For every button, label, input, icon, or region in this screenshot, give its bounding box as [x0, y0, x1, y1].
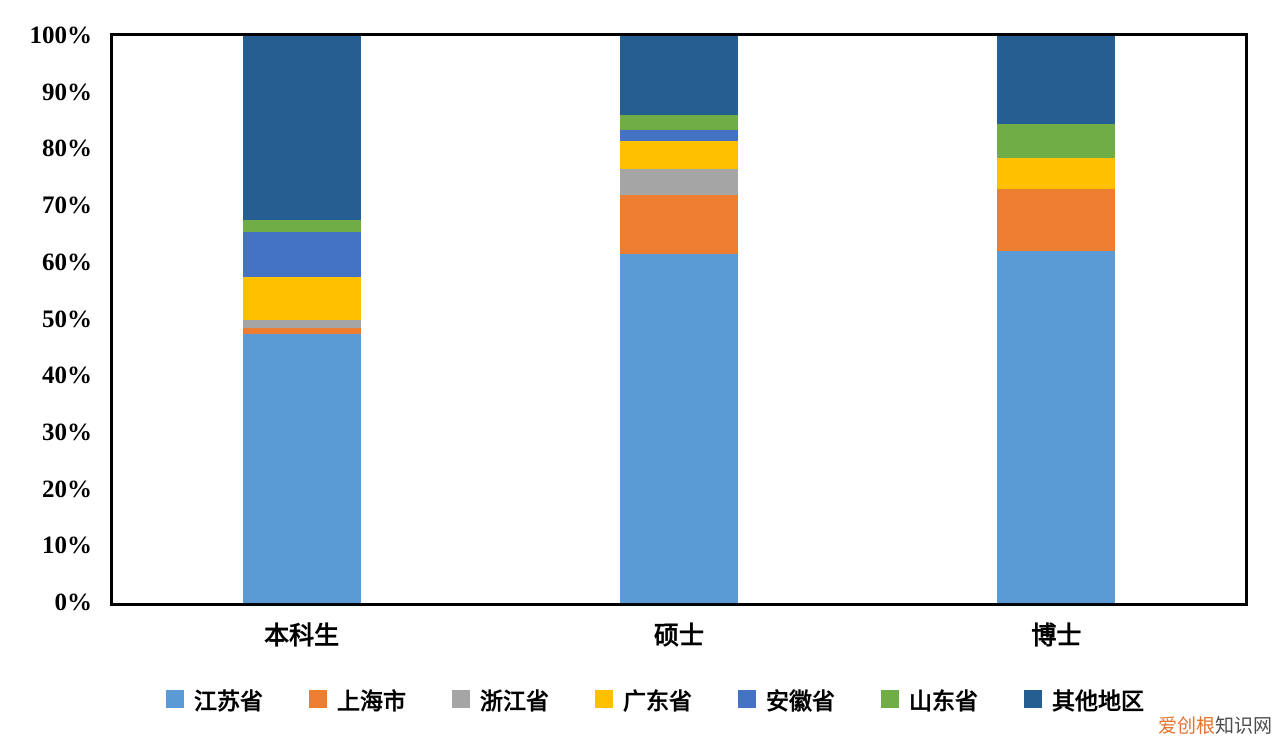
bar-segment — [997, 189, 1116, 252]
watermark-primary: 爱创根 — [1157, 716, 1215, 737]
bar-segment — [997, 123, 1116, 158]
y-tick-label: 90% — [42, 78, 92, 106]
legend-item: 浙江省 — [452, 682, 549, 716]
legend-label: 山东省 — [909, 689, 978, 714]
watermark: 爱创根知识网 — [1158, 711, 1272, 738]
watermark-secondary: 知识网 — [1214, 716, 1272, 737]
legend-swatch-icon — [166, 690, 184, 708]
bar-segment — [620, 194, 738, 255]
y-tick-label: 60% — [42, 248, 92, 276]
bar-segment — [242, 328, 361, 334]
legend-swatch-icon — [881, 690, 899, 708]
bar-segment — [620, 115, 738, 130]
bar-segment — [620, 254, 738, 603]
legend-item: 其他地区 — [1024, 682, 1144, 716]
y-tick-label: 80% — [42, 135, 92, 163]
plot-area — [110, 33, 1248, 606]
bar-segment — [620, 36, 738, 116]
legend: 江苏省 上海市 浙江省 广东省 安徽省 山东省 其他地区 — [166, 682, 1144, 716]
legend-swatch-icon — [309, 690, 327, 708]
y-tick-label: 0% — [54, 589, 93, 616]
x-category-label: 硕士 — [653, 623, 705, 650]
legend-item: 江苏省 — [166, 682, 263, 716]
legend-label: 安徽省 — [766, 689, 835, 714]
legend-item: 广东省 — [595, 682, 692, 716]
y-tick-label: 10% — [42, 532, 92, 560]
y-tick-label: 50% — [42, 305, 92, 333]
legend-swatch-icon — [1024, 690, 1042, 708]
bar-segment — [242, 333, 361, 603]
legend-label: 江苏省 — [194, 689, 263, 714]
bar-segment — [997, 157, 1116, 190]
legend-label: 浙江省 — [480, 689, 549, 714]
y-tick-label: 30% — [42, 418, 92, 446]
bar-segment — [242, 319, 361, 329]
stacked-bar-2 — [620, 36, 738, 603]
legend-swatch-icon — [738, 690, 756, 708]
bar-segment — [997, 36, 1116, 124]
bar-segment — [620, 140, 738, 170]
bar-segment — [620, 169, 738, 195]
y-tick-label: 40% — [42, 362, 92, 390]
legend-item: 山东省 — [881, 682, 978, 716]
bar-segment — [242, 220, 361, 232]
x-category-label: 博士 — [1031, 623, 1082, 650]
legend-swatch-icon — [595, 690, 613, 708]
bar-segment — [242, 231, 361, 278]
bar-segment — [620, 129, 738, 141]
legend-label: 上海市 — [337, 689, 406, 714]
y-tick-label: 100% — [29, 22, 93, 49]
y-tick-label: 20% — [42, 475, 92, 503]
legend-swatch-icon — [452, 690, 470, 708]
bar-segment — [997, 251, 1116, 603]
x-category-label: 本科生 — [264, 623, 340, 650]
bar-segment — [242, 36, 361, 221]
legend-label: 广东省 — [623, 689, 692, 714]
y-tick-label: 70% — [42, 192, 92, 220]
bar-segment — [242, 277, 361, 320]
y-axis: 0% 10% 20% 30% 40% 50% 60% 70% 80% 90% 100% — [0, 0, 100, 748]
stacked-bar-3 — [997, 36, 1116, 603]
legend-item: 上海市 — [309, 682, 406, 716]
stacked-bar-1 — [242, 36, 361, 603]
legend-label: 其他地区 — [1052, 689, 1144, 714]
legend-item: 安徽省 — [738, 682, 835, 716]
x-axis: 本科生 硕士 博士 — [110, 612, 1248, 654]
